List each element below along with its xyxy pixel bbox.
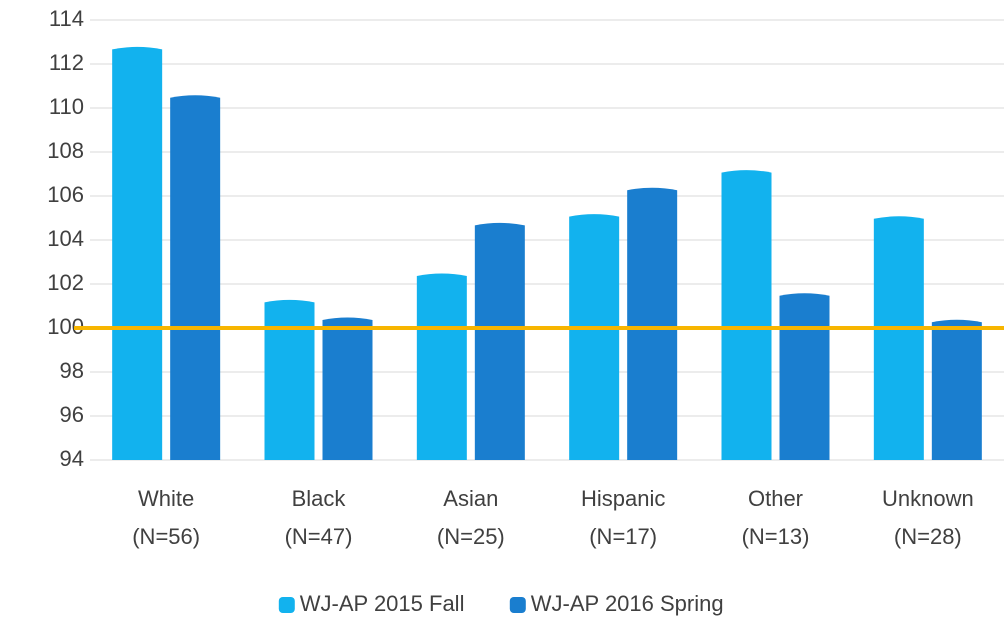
x-tick-label: Unknown [882, 486, 974, 511]
x-tick-label: (N=13) [742, 524, 810, 549]
bar [779, 293, 830, 460]
x-tick-label: Asian [443, 486, 498, 511]
bar [569, 214, 620, 460]
x-tick-label: Hispanic [581, 486, 665, 511]
x-tick-label: (N=28) [894, 524, 962, 549]
y-tick-label: 96 [60, 402, 84, 427]
bar [322, 317, 373, 460]
bar [112, 46, 163, 461]
x-tick-label: Black [292, 486, 347, 511]
y-tick-label: 108 [47, 138, 84, 163]
y-tick-label: 94 [60, 446, 84, 471]
y-tick-label: 104 [47, 226, 84, 251]
legend-label: WJ-AP 2016 Spring [531, 591, 724, 616]
bar [474, 222, 525, 460]
y-tick-label: 106 [47, 182, 84, 207]
x-tick-label: (N=25) [437, 524, 505, 549]
bar [416, 273, 467, 460]
bar [170, 95, 221, 461]
x-tick-label: (N=56) [132, 524, 200, 549]
bar [627, 187, 678, 460]
y-tick-label: 110 [49, 94, 84, 119]
x-tick-label: Other [748, 486, 803, 511]
bar [873, 216, 924, 460]
y-tick-label: 112 [49, 50, 84, 75]
x-tick-label: (N=17) [589, 524, 657, 549]
bar [931, 319, 982, 460]
legend-swatch [278, 597, 295, 613]
bar [721, 170, 772, 460]
bar [264, 299, 315, 460]
y-tick-label: 98 [60, 358, 84, 383]
x-tick-label: (N=47) [285, 524, 353, 549]
y-tick-label: 114 [49, 6, 84, 31]
x-tick-label: White [138, 486, 194, 511]
legend-swatch [509, 597, 526, 613]
legend-label: WJ-AP 2015 Fall [300, 591, 465, 616]
y-tick-label: 102 [47, 270, 84, 295]
